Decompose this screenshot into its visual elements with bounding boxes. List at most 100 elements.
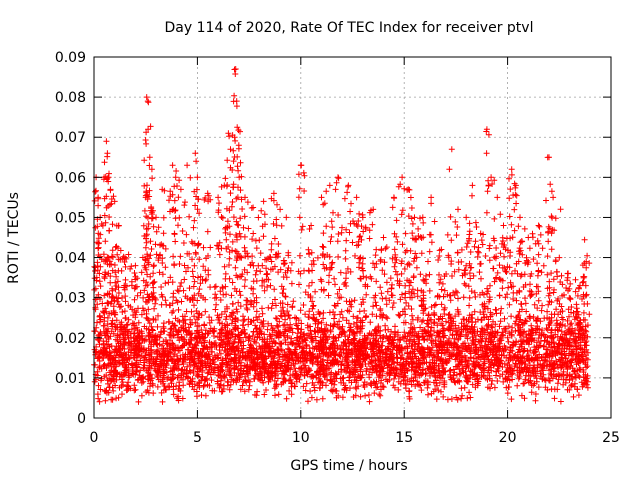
- data-point: [228, 320, 235, 327]
- data-point: [167, 377, 174, 384]
- data-point: [251, 376, 257, 382]
- data-point: [394, 271, 401, 278]
- data-point: [559, 335, 566, 341]
- data-point: [179, 395, 186, 402]
- data-point: [530, 370, 537, 377]
- data-point: [337, 361, 344, 368]
- data-point: [404, 343, 410, 350]
- data-point: [282, 269, 289, 276]
- data-point: [576, 365, 583, 371]
- data-point: [221, 338, 228, 345]
- data-point: [193, 393, 200, 400]
- data-point: [416, 364, 423, 371]
- data-point: [237, 292, 244, 299]
- data-point: [187, 174, 194, 181]
- data-point: [296, 185, 303, 192]
- data-point: [166, 384, 173, 391]
- data-point: [547, 370, 554, 377]
- data-point: [323, 188, 330, 195]
- data-point: [131, 382, 138, 389]
- data-point: [101, 361, 108, 368]
- data-point: [407, 354, 414, 361]
- data-point: [390, 355, 397, 361]
- data-point: [263, 270, 270, 277]
- data-point: [351, 366, 358, 373]
- data-point: [508, 371, 515, 378]
- data-point: [262, 360, 269, 366]
- data-point: [95, 291, 102, 298]
- data-point: [443, 318, 449, 325]
- data-point: [135, 319, 142, 326]
- data-point: [311, 316, 318, 323]
- data-point: [323, 223, 330, 230]
- data-point: [121, 363, 128, 370]
- data-point: [414, 369, 421, 376]
- data-point: [399, 352, 406, 358]
- data-point: [133, 359, 140, 366]
- data-point: [94, 259, 101, 266]
- data-point: [199, 276, 206, 283]
- data-point: [289, 356, 296, 363]
- data-point: [128, 346, 135, 353]
- data-point: [295, 171, 302, 178]
- data-point: [236, 376, 243, 383]
- data-point: [426, 271, 433, 278]
- data-point: [139, 374, 146, 381]
- data-point: [339, 394, 346, 401]
- data-point: [511, 363, 518, 370]
- data-point: [525, 341, 532, 348]
- data-point: [455, 363, 462, 369]
- data-point: [551, 395, 558, 402]
- data-point: [408, 375, 415, 382]
- data-point: [150, 316, 157, 323]
- data-point: [324, 252, 331, 258]
- data-point: [308, 394, 315, 401]
- data-point: [327, 328, 334, 335]
- data-point: [176, 347, 183, 354]
- data-point: [297, 329, 304, 336]
- data-point: [389, 304, 396, 311]
- data-point: [151, 262, 157, 269]
- data-point: [347, 327, 354, 334]
- data-point: [408, 366, 415, 373]
- data-point: [95, 194, 102, 201]
- data-point: [458, 395, 465, 402]
- data-point: [158, 241, 165, 248]
- data-point: [251, 366, 258, 373]
- data-point: [531, 356, 538, 363]
- data-point: [302, 311, 309, 318]
- data-point: [189, 383, 196, 390]
- data-point: [195, 290, 202, 297]
- data-point: [420, 346, 427, 353]
- data-point: [193, 345, 200, 352]
- data-point: [241, 244, 248, 251]
- data-point: [451, 339, 458, 346]
- data-point: [223, 224, 229, 231]
- data-point: [438, 388, 444, 395]
- data-point: [487, 338, 494, 345]
- data-point: [303, 380, 310, 387]
- data-point: [229, 132, 236, 139]
- data-point: [331, 321, 338, 328]
- data-point: [133, 335, 140, 342]
- data-point: [557, 398, 564, 405]
- data-point: [260, 363, 267, 370]
- data-point: [418, 371, 425, 378]
- data-point: [260, 198, 267, 205]
- data-point: [351, 297, 358, 304]
- data-point: [272, 365, 278, 372]
- data-point: [363, 313, 370, 319]
- data-point: [283, 357, 289, 364]
- data-point: [432, 386, 439, 393]
- data-point: [241, 213, 248, 220]
- data-point: [452, 379, 459, 386]
- data-point: [254, 355, 261, 362]
- data-point: [109, 376, 116, 383]
- data-point: [273, 216, 280, 223]
- data-point: [414, 381, 421, 388]
- data-point: [329, 343, 336, 350]
- data-point: [280, 286, 287, 293]
- data-point: [96, 313, 103, 320]
- data-point: [156, 334, 163, 341]
- data-point: [524, 366, 531, 373]
